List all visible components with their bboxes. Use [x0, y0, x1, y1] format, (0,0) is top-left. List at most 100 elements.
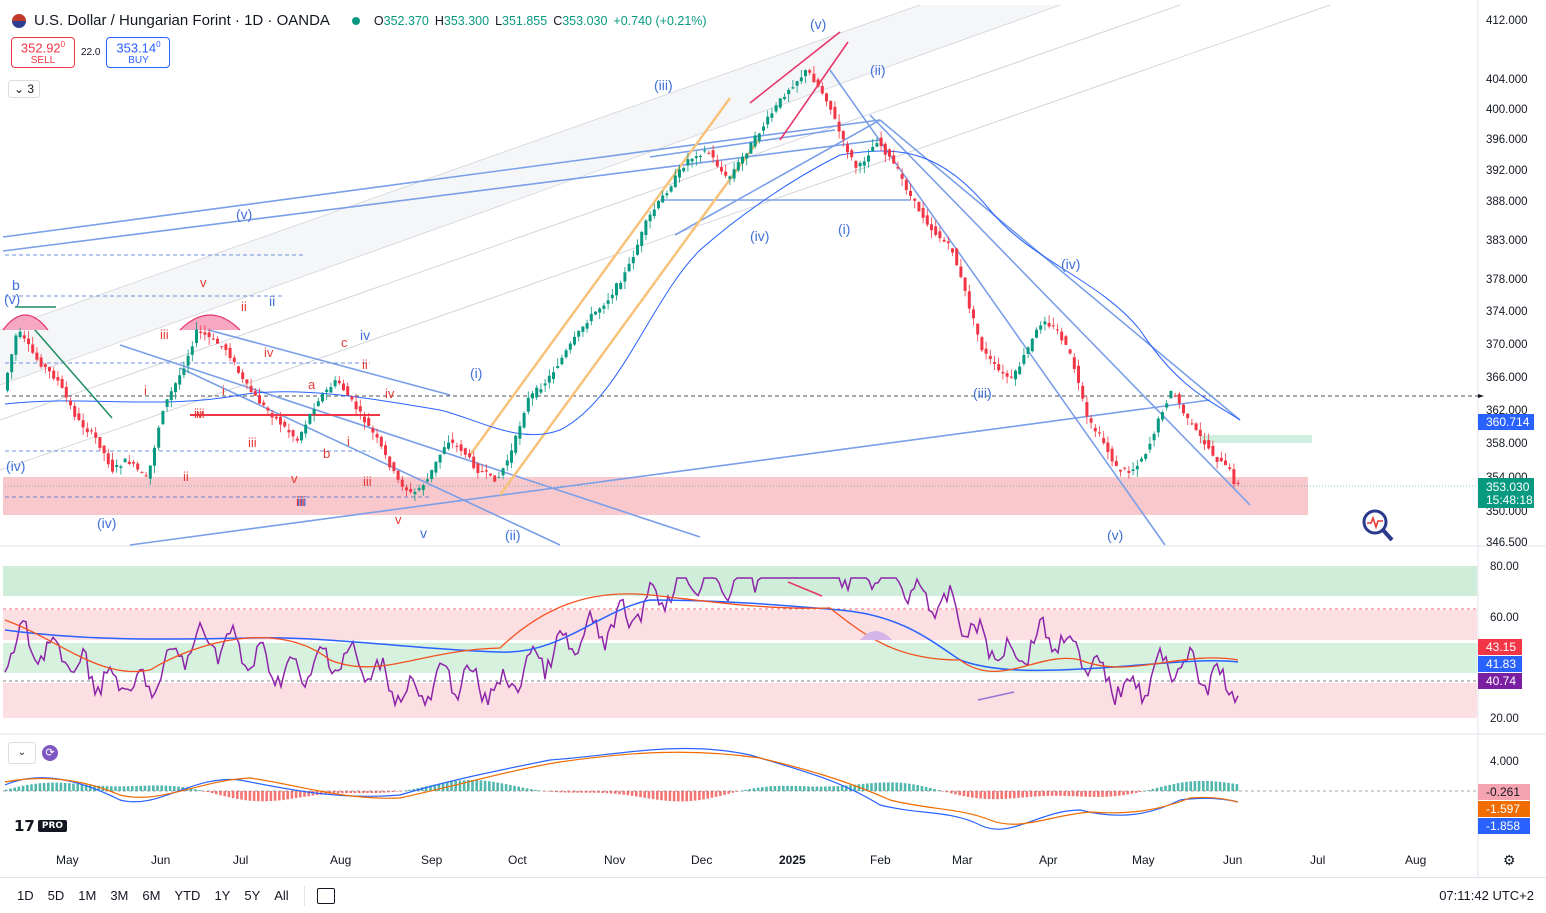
wave-label: b [323, 446, 330, 461]
macd-badge [1478, 818, 1530, 834]
arc-marker[interactable] [2, 314, 49, 331]
macd-bar [803, 786, 806, 791]
candle-body [1156, 418, 1160, 433]
candle-body [770, 113, 774, 118]
candle-body [115, 464, 119, 468]
buy-button[interactable]: 353.140 BUY [106, 37, 171, 68]
macd-bar [593, 791, 596, 793]
macd-bar [1088, 791, 1092, 797]
candle-body [1123, 467, 1127, 469]
macd-bar [357, 791, 361, 794]
candle-body [1198, 429, 1202, 437]
macd-bar [861, 783, 865, 791]
candle-body [1064, 336, 1068, 345]
candle-body [493, 475, 497, 482]
candle-body [375, 433, 379, 438]
demand-zone[interactable] [3, 477, 1308, 515]
macd-signal[interactable] [4, 751, 1239, 825]
orange-channel[interactable] [468, 97, 762, 496]
candle-body [274, 416, 278, 419]
candle-body [1173, 395, 1177, 397]
settings-gear-icon[interactable]: ⚙ [1503, 852, 1516, 868]
macd-bar [824, 786, 827, 791]
candle-body [426, 479, 429, 482]
macd-axis[interactable]: 4.000 [1490, 756, 1519, 768]
macd-bar [1017, 791, 1020, 798]
rsi-divergence[interactable] [977, 691, 1015, 701]
macd-bar [542, 791, 546, 792]
macd-bar [1126, 791, 1129, 795]
candle-body [1030, 338, 1034, 352]
rsi-overbought-band [3, 566, 1477, 596]
magnifier-icon[interactable] [1360, 508, 1396, 549]
candle-body [371, 427, 375, 433]
indicators-toggle[interactable]: ⌄ 3 [8, 80, 41, 98]
range-all[interactable]: All [274, 888, 289, 903]
macd-bar [63, 782, 67, 791]
range-1m[interactable]: 1M [78, 888, 97, 903]
candle-body [736, 162, 740, 171]
macd-bar [1071, 791, 1075, 797]
time-axis[interactable]: May Jun Jul Aug Sep Oct Nov Dec 2025 Feb Mar Apr May… [56, 853, 1426, 867]
range-ytd[interactable]: YTD [174, 888, 201, 903]
trend-lines[interactable] [2, 69, 1251, 546]
candle-body [157, 427, 161, 448]
range-1d[interactable]: 1D [17, 888, 34, 903]
candle-body [606, 300, 610, 304]
macd-bar [374, 791, 378, 793]
clock-display[interactable]: 07:11:42 UTC+2 [1439, 888, 1534, 903]
candle-body [934, 226, 938, 235]
wave-label: b [12, 277, 20, 293]
candle-body [589, 313, 593, 322]
range-3m[interactable]: 3M [110, 888, 129, 903]
macd-bar [1160, 786, 1163, 791]
candle-body [904, 179, 908, 191]
range-5d[interactable]: 5D [47, 888, 65, 903]
price-axis[interactable]: 412.000 404.000 400.000 396.000 392.000 388.0… [1486, 15, 1528, 549]
wave-label: v [291, 471, 298, 486]
symbol-title[interactable]: U.S. Dollar / Hungarian Forint · 1D · OA… [34, 12, 330, 29]
rsi-ma-red[interactable] [4, 593, 1239, 673]
time-tick: Feb [870, 853, 891, 867]
pink-wedge[interactable] [749, 31, 849, 141]
price-tick: 350.000 [1486, 506, 1528, 518]
range-5y[interactable]: 5Y [244, 888, 261, 903]
rsi-axis[interactable]: 80.00 60.00 20.00 [1490, 561, 1519, 725]
candle-body [1182, 404, 1185, 414]
candle-body [22, 335, 26, 339]
candle-body [783, 96, 786, 100]
supply-box[interactable] [1200, 435, 1312, 443]
candle-body [1135, 465, 1139, 470]
candle-body [489, 473, 492, 476]
macd-bar [76, 783, 79, 791]
refresh-icon[interactable]: ⟳ [42, 745, 58, 761]
range-1y[interactable]: 1Y [214, 888, 231, 903]
macd-bar [1021, 791, 1024, 798]
candle-body [169, 391, 173, 401]
macd-bar [790, 785, 793, 791]
macd-bar [954, 791, 957, 795]
candle-body [400, 479, 404, 487]
wave-label: (iv) [750, 228, 769, 244]
rsi-divergence[interactable] [787, 581, 823, 597]
candle-body [153, 447, 156, 466]
green-lines[interactable] [15, 306, 113, 419]
moving-average[interactable] [4, 150, 1241, 436]
calendar-icon[interactable] [316, 887, 335, 904]
macd-bar [471, 780, 474, 791]
range-6m[interactable]: 6M [142, 888, 161, 903]
candles[interactable] [6, 65, 1240, 502]
macd-bar [1029, 791, 1033, 797]
collapse-pane-button[interactable]: ⌄ [8, 742, 36, 764]
macd-bar [1181, 782, 1184, 791]
macd-bar [1004, 791, 1008, 799]
macd-bar [265, 791, 268, 802]
sell-button[interactable]: 352.920 SELL [11, 37, 75, 68]
macd-bar [68, 783, 71, 791]
macd-line[interactable] [4, 747, 1239, 830]
macd-bar [1202, 780, 1205, 791]
price-tick: 388.000 [1486, 196, 1528, 208]
arc-marker[interactable] [179, 314, 241, 331]
macd-bar [1008, 791, 1012, 799]
